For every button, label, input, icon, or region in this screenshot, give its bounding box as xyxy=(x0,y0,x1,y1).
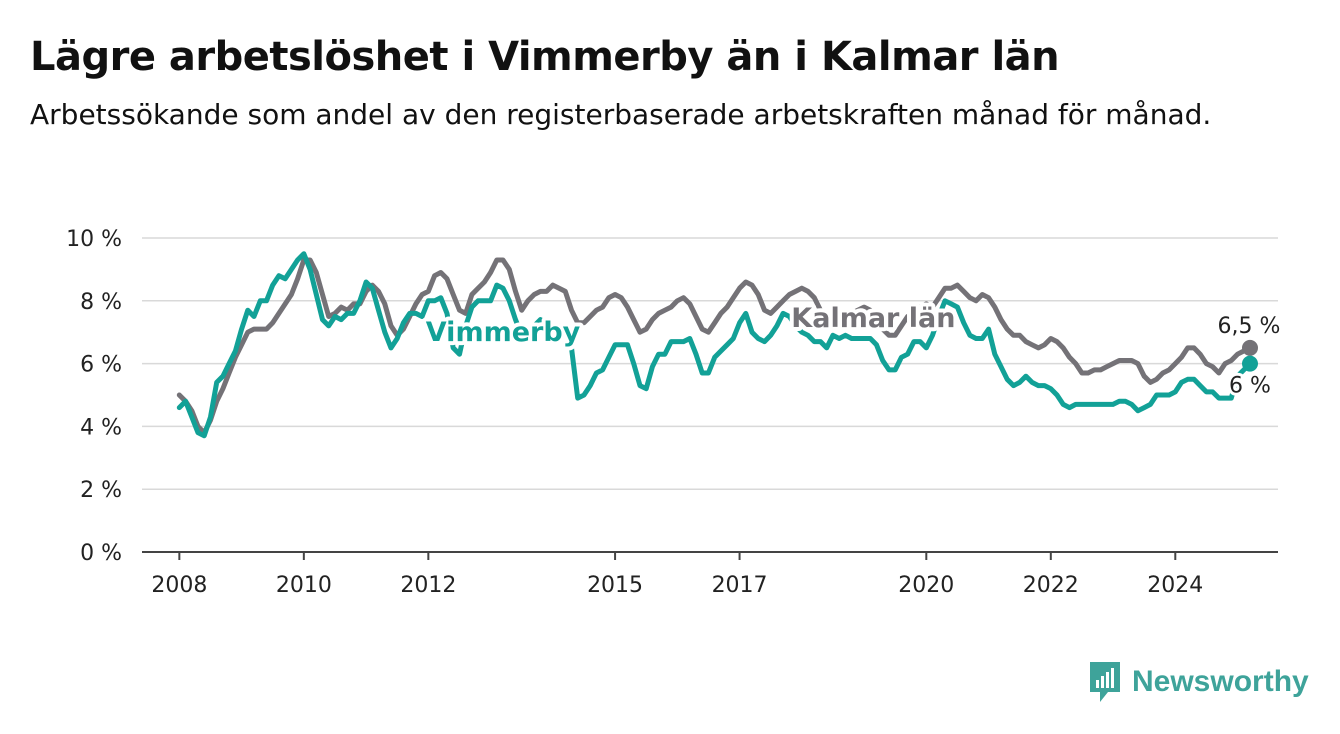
brand-name: Newsworthy xyxy=(1132,665,1309,698)
x-axis: 2008 2010 2012 2015 2017 2020 2022 2024 xyxy=(142,551,1278,598)
y-axis-ticks: 0 % 2 % 4 % 6 % 8 % 10 % xyxy=(66,227,122,566)
newsworthy-logo[interactable]: Newsworthy xyxy=(1088,660,1309,704)
chart-subtitle: Arbetssökande som andel av den registerb… xyxy=(30,98,1212,131)
x-tick-label: 2010 xyxy=(276,573,332,598)
end-marker xyxy=(1241,339,1258,356)
y-tick-label: 6 % xyxy=(80,353,122,378)
end-markers: 6,5 % 6 % xyxy=(1215,311,1284,402)
end-value-label: 6,5 % xyxy=(1218,314,1281,339)
x-tick-label: 2024 xyxy=(1147,573,1203,598)
x-tick-label: 2020 xyxy=(898,573,954,598)
series-lines xyxy=(176,251,1253,439)
y-tick-label: 2 % xyxy=(80,478,122,503)
end-value-label: 6 % xyxy=(1229,374,1271,399)
end-marker xyxy=(1241,355,1258,372)
inline-label: Vimmerby xyxy=(426,317,581,348)
x-tick-label: 2008 xyxy=(151,573,207,598)
y-tick-label: 8 % xyxy=(80,290,122,315)
newsworthy-icon xyxy=(1090,662,1120,702)
series-line-vimmerby xyxy=(176,251,1253,439)
y-tick-label: 4 % xyxy=(80,415,122,440)
y-tick-label: 0 % xyxy=(80,541,122,566)
x-tick-label: 2022 xyxy=(1023,573,1079,598)
inline-labels: Vimmerby Kalmar län xyxy=(422,299,960,352)
x-tick-label: 2012 xyxy=(400,573,456,598)
chart-title: Lägre arbetslöshet i Vimmerby än i Kalma… xyxy=(30,34,1060,80)
y-tick-label: 10 % xyxy=(66,227,122,252)
x-tick-label: 2015 xyxy=(587,573,643,598)
x-tick-label: 2017 xyxy=(712,573,768,598)
inline-label: Kalmar län xyxy=(791,303,955,334)
